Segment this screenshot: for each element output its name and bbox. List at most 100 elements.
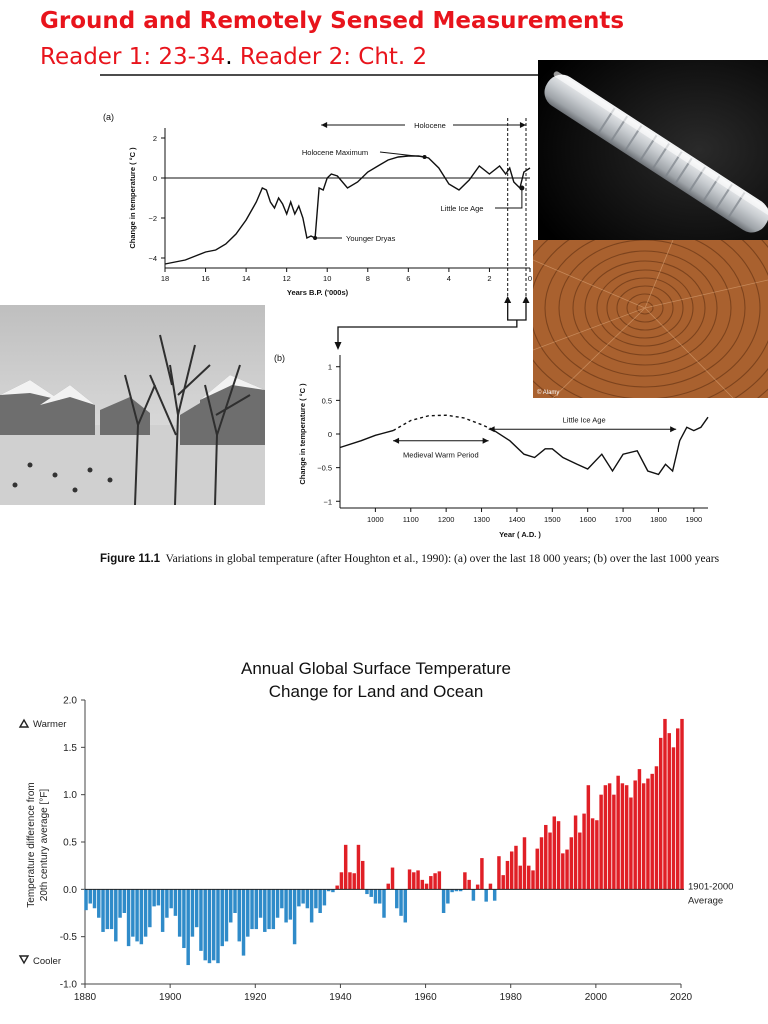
bar-x-tick-label: 1980 bbox=[500, 992, 523, 1003]
holocene-maximum-pointer bbox=[379, 151, 425, 158]
bar bbox=[207, 889, 212, 964]
bar bbox=[446, 889, 450, 904]
bar-y-tick-label: 0.5 bbox=[63, 838, 77, 849]
bar-x-tick-label: 1880 bbox=[74, 992, 97, 1003]
panel-a-label: (a) bbox=[103, 112, 114, 122]
bar-y-tick-label: 1.5 bbox=[63, 743, 77, 754]
bar bbox=[267, 889, 271, 930]
window-arrow-left bbox=[504, 296, 512, 303]
bar bbox=[641, 783, 646, 890]
bar bbox=[454, 889, 459, 892]
bar bbox=[314, 889, 318, 909]
bar bbox=[284, 889, 288, 923]
bar bbox=[378, 889, 382, 904]
winter-painting-photo bbox=[0, 305, 265, 505]
bar bbox=[114, 889, 118, 942]
panel-a-y-tick-label: −4 bbox=[148, 254, 157, 263]
bar-x-tick-label: 2000 bbox=[585, 992, 608, 1003]
slide-subtitle: Reader 1: 23-34. Reader 2: Cht. 2 bbox=[40, 42, 427, 72]
bar bbox=[105, 889, 110, 930]
bar bbox=[658, 737, 663, 890]
bar bbox=[399, 889, 403, 916]
bar-x-tick-label: 1960 bbox=[414, 992, 437, 1003]
bar bbox=[667, 733, 671, 890]
panel-b-y-tick-label: 1 bbox=[328, 363, 332, 372]
bar bbox=[148, 889, 152, 928]
bar bbox=[373, 889, 378, 904]
bar bbox=[535, 848, 539, 890]
tree-rings-photo: © Alamy bbox=[533, 240, 768, 398]
panel-a-x-tick-label: 16 bbox=[201, 274, 209, 283]
panel-b-y-tick-label: 0 bbox=[328, 430, 332, 439]
connector-arrow-head bbox=[334, 342, 342, 350]
panel-b-x-axis-label: Year ( A.D. ) bbox=[499, 530, 541, 539]
bar bbox=[680, 718, 684, 890]
bar bbox=[522, 837, 527, 890]
bar bbox=[246, 889, 250, 937]
bar bbox=[590, 818, 595, 890]
bar bbox=[654, 766, 659, 890]
panel-a-y-tick-label: 0 bbox=[153, 174, 157, 183]
bar bbox=[271, 889, 276, 930]
bar bbox=[275, 889, 280, 918]
bar-y-axis-label-line1: Temperature difference from bbox=[26, 782, 37, 907]
bar bbox=[573, 815, 578, 890]
bar bbox=[237, 889, 241, 942]
bar bbox=[429, 876, 433, 890]
caption-label: Figure 11.1 bbox=[100, 553, 161, 565]
panel-b-x-tick-label: 1100 bbox=[403, 515, 419, 524]
bar bbox=[637, 769, 642, 890]
bar bbox=[518, 865, 522, 890]
bar bbox=[220, 889, 224, 947]
bar bbox=[288, 889, 293, 920]
bar bbox=[97, 889, 101, 918]
bar-y-tick-label: -1.0 bbox=[60, 980, 78, 991]
panel-b-x-tick-label: 1000 bbox=[367, 515, 384, 524]
bar bbox=[190, 889, 195, 937]
bar-y-axis-label-line2: 20th century average [°F] bbox=[39, 789, 50, 902]
bar-x-tick-label: 1940 bbox=[329, 992, 352, 1003]
bar bbox=[109, 889, 114, 930]
bar bbox=[292, 889, 297, 945]
bar bbox=[514, 845, 518, 890]
panel-a: (a) 2 0 −2 −4 18 16 14 12 10 8 6 4 2 0 Years B.P. ('000… bbox=[103, 112, 532, 350]
bar bbox=[233, 889, 237, 913]
bar bbox=[612, 794, 616, 890]
bar bbox=[395, 889, 399, 909]
bar bbox=[258, 889, 263, 918]
bar bbox=[599, 794, 603, 890]
little-ice-age-dot bbox=[519, 185, 525, 191]
bar bbox=[182, 889, 186, 949]
bar bbox=[437, 871, 442, 890]
bar bbox=[250, 889, 254, 930]
bar bbox=[348, 872, 352, 890]
bar bbox=[629, 797, 633, 890]
bar bbox=[216, 889, 220, 964]
panel-b-y-tick-label: −1 bbox=[323, 497, 332, 506]
bar bbox=[318, 889, 322, 913]
medieval-warm-period-annotation: Medieval Warm Period bbox=[403, 451, 479, 460]
panel-b-x-tick-label: 1800 bbox=[650, 515, 667, 524]
bar bbox=[569, 837, 574, 890]
caption-text: Variations in global temperature (after … bbox=[165, 553, 720, 565]
reader-1-ref: Reader 1: 23-34 bbox=[40, 44, 226, 70]
ice-core-photo bbox=[538, 60, 768, 240]
bar bbox=[407, 869, 412, 890]
bar bbox=[343, 844, 348, 890]
panel-b-x-tick-label: 1600 bbox=[579, 515, 596, 524]
window-arrow-right bbox=[522, 296, 530, 303]
bar bbox=[254, 889, 259, 930]
bar bbox=[126, 889, 131, 947]
panel-a-y-tick-label: −2 bbox=[148, 214, 157, 223]
warmer-arrow-icon bbox=[18, 718, 30, 728]
bar bbox=[177, 889, 182, 937]
panel-a-x-tick-label: 8 bbox=[366, 274, 370, 283]
bar-y-tick-label: 1.0 bbox=[63, 790, 77, 801]
bar bbox=[169, 889, 173, 909]
bar bbox=[352, 873, 356, 890]
little-ice-age-pointer bbox=[495, 186, 523, 209]
panel-b-x-tick-label: 1400 bbox=[509, 515, 526, 524]
bar bbox=[420, 879, 425, 890]
panel-a-x-tick-label: 10 bbox=[323, 274, 331, 283]
bar bbox=[152, 889, 156, 907]
